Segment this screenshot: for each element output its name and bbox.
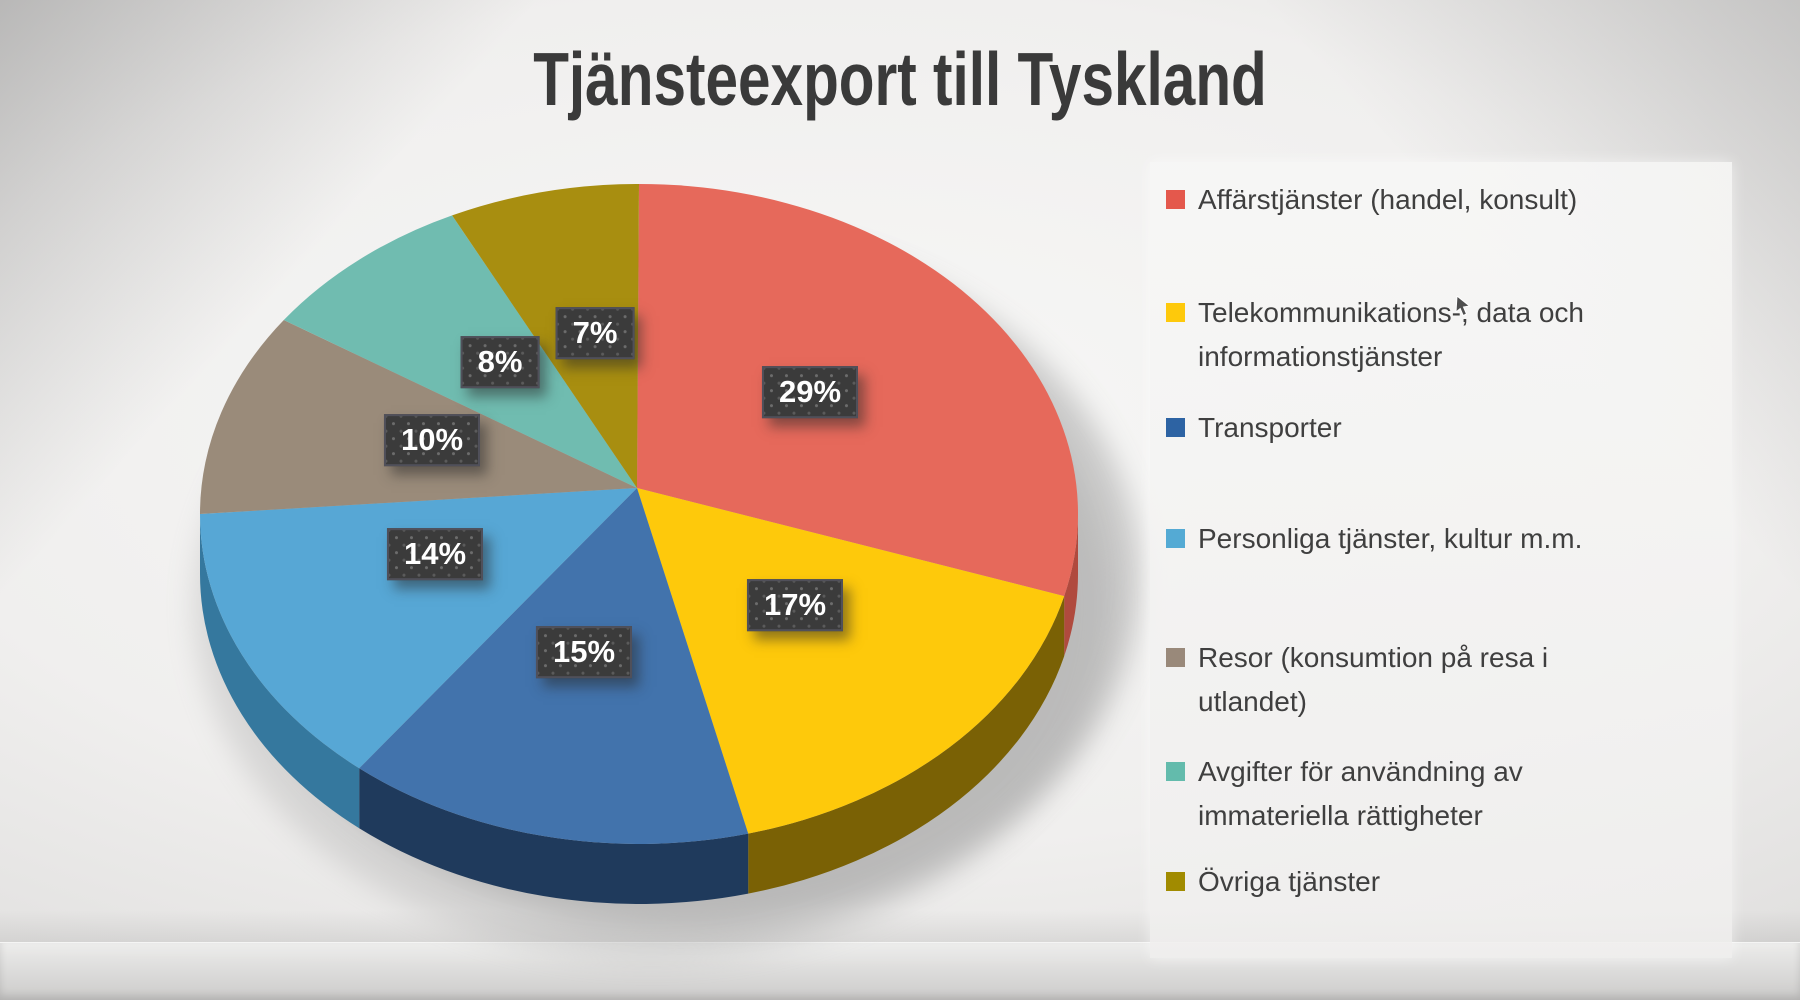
legend-swatch-5 (1166, 762, 1185, 781)
legend-label-4: Resor (konsumtion på resa i utlandet) (1198, 642, 1549, 717)
legend-panel: Affärstjänster (handel, konsult) Telekomm… (1150, 162, 1732, 958)
pie-value-label-5: 8% (460, 336, 540, 388)
pie-slice-5 (283, 215, 637, 488)
pie-value-label-4: 10% (383, 414, 481, 466)
legend-item-2: Transporter (1166, 406, 1342, 450)
legend-item-5: Avgifter för användning av immateriella … (1166, 750, 1523, 838)
pie-slices (199, 184, 1079, 844)
pie-slice-6 (452, 184, 639, 488)
pie-value-label-3: 14% (386, 528, 484, 580)
legend-item-6: Övriga tjänster (1166, 860, 1380, 904)
pie-slice-side-0 (1064, 514, 1078, 657)
legend-label-6: Övriga tjänster (1198, 866, 1381, 897)
legend-item-0: Affärstjänster (handel, konsult) (1166, 178, 1577, 222)
pie-slice-side-2 (359, 768, 749, 904)
legend-label-0: Affärstjänster (handel, konsult) (1198, 184, 1578, 215)
pie-value-label-2: 15% (535, 626, 633, 678)
legend-label-2: Transporter (1198, 412, 1342, 443)
pie-value-label-0: 29% (761, 366, 859, 418)
legend-label-1: Telekommunikations-, data och informatio… (1198, 297, 1584, 372)
legend-item-4: Resor (konsumtion på resa i utlandet) (1166, 636, 1548, 724)
pie-3d-sides (200, 514, 1078, 904)
chart-title: Tjänsteexport till Tyskland (533, 37, 1267, 121)
legend-item-3: Personliga tjänster, kultur m.m. (1166, 517, 1582, 561)
legend-swatch-1 (1166, 303, 1185, 322)
pie-value-label-6: 7% (555, 307, 635, 359)
legend-label-5: Avgifter för användning av immateriella … (1198, 756, 1523, 831)
pie-slice-4 (199, 320, 637, 514)
legend-swatch-6 (1166, 872, 1185, 891)
pie-slice-3 (200, 488, 637, 769)
legend-item-1: Telekommunikations-, data och informatio… (1166, 291, 1584, 379)
pie-slice-side-1 (748, 596, 1065, 894)
pie-slice-1 (637, 488, 1065, 834)
legend-swatch-4 (1166, 648, 1185, 667)
mouse-cursor-icon (1455, 296, 1471, 317)
legend-label-3: Personliga tjänster, kultur m.m. (1198, 523, 1583, 554)
legend-swatch-2 (1166, 418, 1185, 437)
legend-swatch-3 (1166, 529, 1185, 548)
legend-swatch-0 (1166, 190, 1185, 209)
pie-value-label-1: 17% (746, 579, 844, 631)
pie-slice-side-3 (200, 514, 360, 829)
